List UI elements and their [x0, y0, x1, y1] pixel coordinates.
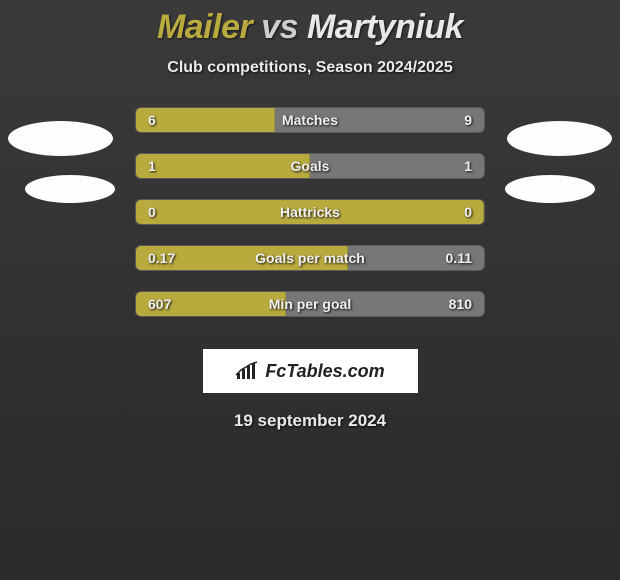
vs-label: vs — [261, 8, 298, 46]
stat-left-value: 0.17 — [148, 246, 175, 270]
stats-arena: 6 Matches 9 1 Goals 1 0 Hattricks 0 0.17… — [0, 107, 620, 337]
stat-fill — [136, 108, 275, 132]
stat-bar: 0.17 Goals per match 0.11 — [135, 245, 485, 271]
stat-right-value: 0 — [464, 200, 472, 224]
stat-bar: 0 Hattricks 0 — [135, 199, 485, 225]
subtitle: Club competitions, Season 2024/2025 — [0, 59, 620, 77]
stat-fill — [136, 154, 310, 178]
stat-bar: 607 Min per goal 810 — [135, 291, 485, 317]
stat-left-value: 607 — [148, 292, 171, 316]
chart-icon — [235, 361, 259, 381]
stat-right-value: 9 — [464, 108, 472, 132]
right-oval-2 — [505, 175, 595, 203]
left-oval-2 — [25, 175, 115, 203]
comparison-card: Mailer vs Martyniuk Club competitions, S… — [0, 0, 620, 580]
stat-left-value: 1 — [148, 154, 156, 178]
stat-bars: 6 Matches 9 1 Goals 1 0 Hattricks 0 0.17… — [135, 107, 485, 337]
stat-right-value: 1 — [464, 154, 472, 178]
stat-left-value: 6 — [148, 108, 156, 132]
stat-left-value: 0 — [148, 200, 156, 224]
left-oval-1 — [8, 121, 113, 156]
player2-name: Martyniuk — [307, 8, 463, 46]
stat-right-value: 810 — [449, 292, 472, 316]
stat-fill — [136, 200, 484, 224]
stat-bar: 6 Matches 9 — [135, 107, 485, 133]
brand-text: FcTables.com — [265, 361, 384, 382]
stat-right-value: 0.11 — [446, 246, 472, 270]
player1-name: Mailer — [157, 8, 252, 46]
title: Mailer vs Martyniuk — [0, 0, 620, 47]
right-oval-1 — [507, 121, 612, 156]
brand-badge: FcTables.com — [203, 349, 418, 393]
date-text: 19 september 2024 — [0, 411, 620, 431]
stat-bar: 1 Goals 1 — [135, 153, 485, 179]
